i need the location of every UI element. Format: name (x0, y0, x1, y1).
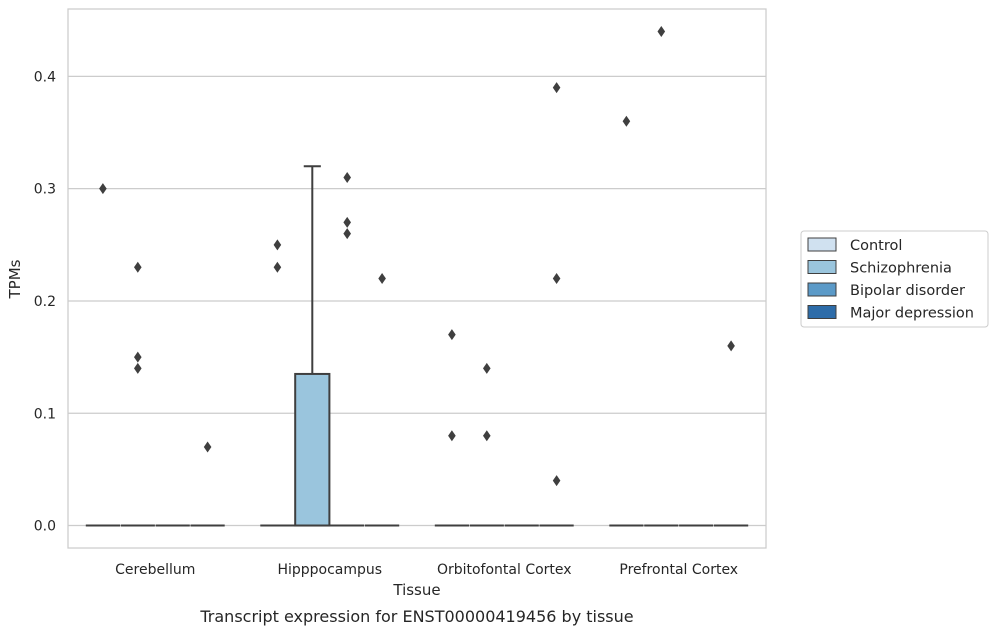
y-tick-label: 0.0 (34, 519, 56, 535)
box-body (294, 372, 331, 527)
outlier-point (552, 273, 561, 284)
outlier-point (483, 430, 491, 442)
outlier-point (343, 216, 351, 228)
x-tick-label: Orbitofontal Cortex (437, 562, 572, 578)
plot-area-frame (67, 8, 767, 549)
legend-swatch (807, 305, 837, 319)
legend-swatch (807, 237, 837, 252)
x-tick-label: Cerebellum (115, 562, 195, 578)
outlier-point (273, 261, 282, 273)
outlier-point (622, 115, 631, 127)
legend-swatch (807, 260, 837, 274)
outlier-point (448, 329, 456, 341)
gridlines (68, 75, 766, 527)
outlier-point (727, 340, 735, 352)
outlier-point (343, 171, 351, 183)
legend: Control Schizophrenia Bipolar disorder Majo… (800, 230, 989, 328)
legend-label: Control (850, 238, 902, 254)
outlier-point (343, 228, 351, 240)
outlier-point (203, 441, 212, 453)
outlier-point (448, 430, 456, 442)
x-tick-label: Hipppocampus (277, 562, 382, 578)
outlier-point (378, 273, 386, 284)
legend-label: Schizophrenia (850, 261, 952, 277)
outlier-point (552, 82, 561, 94)
outlier-point (483, 362, 491, 374)
outlier-point (99, 183, 107, 195)
y-tick-labels: 0.0 0.1 0.2 0.3 0.4 (34, 69, 56, 534)
box-marks (85, 165, 749, 527)
outlier-point (134, 351, 142, 363)
outlier-point (134, 261, 142, 273)
outlier-point (657, 25, 666, 37)
outlier-point (134, 362, 142, 374)
y-tick-label: 0.2 (34, 294, 56, 310)
chart-caption: Transcript expression for ENST0000041945… (199, 607, 633, 626)
legend-label: Bipolar disorder (850, 283, 965, 299)
y-tick-label: 0.4 (34, 69, 56, 85)
x-tick-labels: Cerebellum Hipppocampus Orbitofontal Corte… (115, 562, 738, 578)
x-axis-label: Tissue (392, 581, 440, 599)
legend-swatch (807, 282, 837, 297)
outlier-marks (99, 25, 735, 487)
x-tick-label: Prefrontal Cortex (619, 562, 738, 578)
y-tick-label: 0.1 (34, 406, 56, 422)
legend-label: Major depression (850, 306, 974, 322)
y-tick-label: 0.3 (34, 182, 56, 198)
y-axis-label: TPMs (6, 259, 24, 299)
outlier-point (552, 475, 561, 487)
outlier-point (273, 239, 282, 251)
box (294, 165, 331, 527)
legend-frame (800, 230, 989, 328)
